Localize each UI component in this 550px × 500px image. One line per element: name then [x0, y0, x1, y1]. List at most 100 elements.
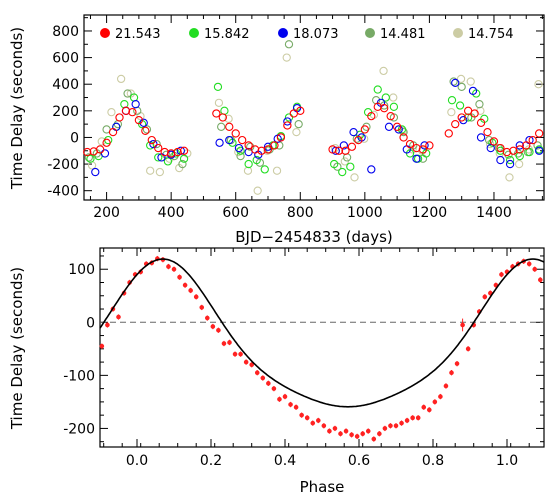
- top-data-point: [146, 166, 155, 175]
- top-x-tick-label: 400: [158, 205, 185, 221]
- top-data-point: [380, 104, 389, 113]
- top-y-tick-label: 600: [52, 51, 79, 67]
- top-data-point: [496, 143, 505, 153]
- top-data-point: [116, 74, 126, 84]
- top-data-point: [86, 154, 95, 163]
- bottom-data-point: [105, 322, 110, 328]
- legend-label: 18.073: [293, 27, 339, 42]
- top-data-point: [488, 138, 497, 147]
- bottom-data-point: [199, 305, 205, 310]
- top-data-points: [83, 40, 544, 195]
- top-data-point: [154, 153, 163, 162]
- top-data-point: [456, 74, 466, 84]
- bottom-data-point: [454, 361, 460, 366]
- top-data-point: [334, 146, 344, 155]
- bottom-y-tick-label: 0: [86, 315, 95, 331]
- top-data-point: [178, 159, 187, 169]
- bottom-plot-frame: [99, 247, 545, 448]
- top-data-point: [444, 129, 453, 138]
- top-data-point: [179, 154, 189, 163]
- top-data-point: [123, 89, 132, 98]
- bottom-data-point: [288, 402, 293, 407]
- top-data-point: [381, 93, 390, 102]
- bottom-data-point: [415, 415, 421, 421]
- top-data-point: [263, 145, 273, 154]
- top-data-point: [425, 141, 434, 150]
- top-data-point: [475, 100, 484, 109]
- bottom-data-point: [432, 399, 438, 405]
- top-data-point: [283, 121, 292, 130]
- top-data-point: [412, 143, 421, 153]
- top-data-point: [282, 53, 291, 62]
- top-data-point: [405, 139, 415, 149]
- top-data-point: [179, 146, 189, 155]
- top-data-point: [244, 141, 253, 150]
- top-data-point: [213, 82, 223, 92]
- top-data-point: [217, 122, 226, 131]
- top-axes-ticks: 200 400 600 800 1000 1200 1400 -400 -200 0 200 400 6…: [47, 15, 544, 221]
- top-data-point: [354, 135, 363, 145]
- top-data-point: [373, 102, 382, 111]
- bottom-data-point: [427, 407, 432, 413]
- bottom-data-point: [171, 266, 177, 272]
- bottom-data-point: [260, 375, 266, 381]
- bottom-data-point: [382, 426, 388, 431]
- top-y-tick-label: -200: [47, 157, 79, 173]
- top-data-point: [389, 102, 399, 111]
- top-data-point: [83, 147, 92, 157]
- bottom-data-points: [99, 255, 543, 442]
- top-data-point: [535, 146, 544, 155]
- bottom-data-point: [449, 370, 454, 376]
- top-data-point: [466, 77, 475, 86]
- top-data-point: [173, 147, 182, 157]
- top-legend: 21.543 15.842 18.073 14.481 14.754: [100, 27, 514, 42]
- top-data-point: [451, 119, 460, 129]
- top-data-point: [147, 135, 156, 145]
- top-data-point: [509, 146, 518, 155]
- top-data-point: [91, 167, 100, 177]
- top-data-point: [347, 142, 357, 151]
- top-data-point: [84, 153, 93, 162]
- top-y-tick-label: 800: [52, 24, 79, 40]
- bottom-data-point: [221, 341, 227, 346]
- top-data-point: [260, 165, 269, 174]
- top-data-point: [224, 114, 233, 123]
- top-y-tick-label: 400: [52, 77, 79, 93]
- top-x-tick-label: 1400: [476, 205, 512, 221]
- bottom-data-point: [354, 434, 360, 439]
- top-data-point: [476, 133, 486, 142]
- top-data-point: [350, 173, 359, 182]
- top-data-point: [215, 138, 224, 147]
- top-data-point: [468, 86, 478, 96]
- legend-marker: [189, 28, 199, 38]
- top-data-point: [505, 159, 515, 169]
- bottom-data-point: [377, 431, 382, 437]
- top-data-point: [341, 146, 350, 155]
- bottom-data-point: [282, 394, 288, 399]
- top-data-point: [108, 127, 118, 137]
- bottom-data-point: [399, 420, 404, 426]
- top-data-point: [379, 66, 388, 76]
- top-data-point: [246, 142, 255, 151]
- bottom-x-tick-label: 0.2: [200, 453, 222, 469]
- bottom-data-point: [343, 428, 349, 434]
- top-data-point: [384, 122, 394, 131]
- top-data-point: [234, 147, 243, 157]
- bottom-data-point: [438, 394, 443, 399]
- top-data-point: [514, 159, 524, 169]
- top-data-point: [389, 93, 398, 102]
- bottom-x-tick-label: 0.0: [126, 453, 148, 469]
- top-data-point: [257, 146, 266, 155]
- bottom-data-point: [371, 436, 377, 442]
- top-data-point: [120, 100, 129, 109]
- top-data-point: [418, 145, 428, 154]
- top-data-point: [154, 143, 163, 153]
- top-data-point: [142, 125, 152, 134]
- top-data-point: [535, 129, 544, 138]
- top-data-point: [534, 80, 543, 89]
- bottom-data-point: [205, 315, 210, 321]
- top-data-point: [339, 141, 349, 150]
- bottom-data-point: [116, 314, 121, 320]
- bottom-data-point: [443, 383, 449, 389]
- top-data-point: [231, 129, 240, 138]
